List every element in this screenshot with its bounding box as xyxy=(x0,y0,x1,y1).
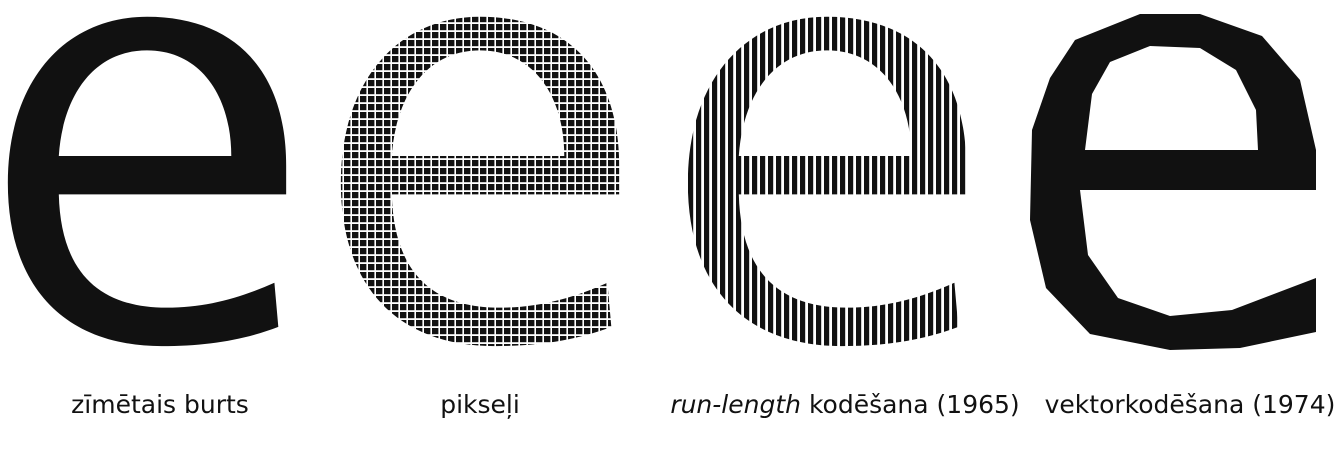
caption-vector: vektorkodēšana (1974) xyxy=(1040,385,1340,425)
caption-drawn-letter: zīmētais burts xyxy=(40,385,280,425)
caption-pixels-text: pikseļi xyxy=(440,390,520,419)
caption-drawn-text: zīmētais burts xyxy=(71,390,249,419)
vector-letter-e xyxy=(1030,14,1316,350)
drawn-letter-e xyxy=(7,16,287,347)
caption-run-length-em: run-length xyxy=(670,390,801,419)
pixel-letter-e xyxy=(340,16,620,347)
run-length-letter-e xyxy=(687,16,967,347)
caption-pixels: pikseļi xyxy=(400,385,560,425)
caption-run-length-text: kodēšana (1965) xyxy=(808,390,1020,419)
caption-vector-text: vektorkodēšana (1974) xyxy=(1044,390,1336,419)
caption-run-length: run-length kodēšana (1965) xyxy=(660,385,1030,425)
